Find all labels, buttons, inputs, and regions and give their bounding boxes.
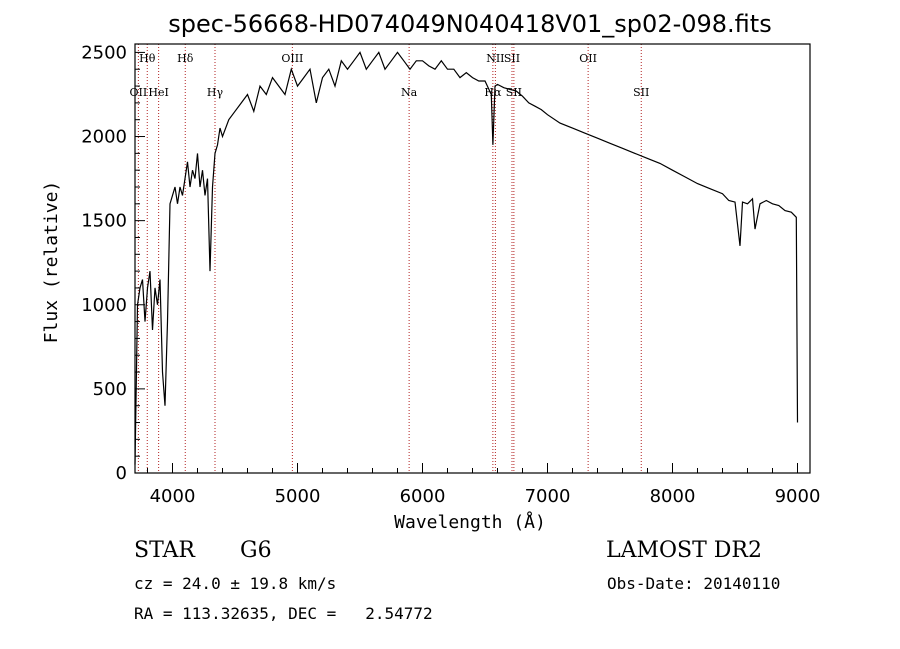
spectral-line-label: SII [633, 86, 649, 99]
y-tick-label: 500 [93, 379, 127, 400]
y-tick-label: 1500 [81, 211, 127, 232]
x-axis-ticks: 4000 5000 6000 7000 8000 9000 [147, 463, 821, 507]
x-tick-label: 9000 [775, 486, 821, 507]
plot-frame [134, 43, 811, 474]
spectral-line-label: SII [506, 86, 522, 99]
x-tick-label: 6000 [400, 486, 446, 507]
spectral-line-label: Hδ [177, 52, 194, 65]
spectral-line-labels: OII Hθ HeI Hδ Hγ OIII Na NII Hα SII SII OII SII [130, 52, 650, 99]
spectral-line-label: Hγ [207, 86, 224, 99]
coordinates-text: RA = 113.32635, DEC = 2.54772 [134, 604, 433, 623]
redshift-text: cz = 24.0 ± 19.8 km/s [134, 574, 337, 593]
y-axis-label: Flux (relative) [41, 181, 62, 344]
spectral-line-label: HeI [148, 86, 168, 99]
observation-date: Obs-Date: 20140110 [607, 574, 781, 593]
spectral-line-label: OII [579, 52, 597, 65]
object-class: STAR [134, 538, 195, 563]
spectral-line-label: OII [130, 86, 148, 99]
spectral-line-label: Na [401, 86, 418, 99]
spectrum-series-line [134, 51, 799, 465]
spectral-line-label: Hα [484, 86, 502, 99]
y-axis-ticks: 0 500 1000 1500 2000 2500 [81, 42, 145, 484]
object-subclass: G6 [240, 538, 272, 563]
x-tick-label: 4000 [150, 486, 196, 507]
y-tick-label: 2500 [81, 42, 127, 63]
spectral-line-label: NII [486, 52, 504, 65]
spectral-line-label: Hθ [139, 52, 156, 65]
x-tick-label: 5000 [275, 486, 321, 507]
spectral-line-markers [137, 44, 642, 473]
y-tick-label: 1000 [81, 295, 127, 316]
x-axis-label: Wavelength (Å) [394, 511, 546, 533]
spectral-line-label: SII [504, 52, 520, 65]
spectral-line-label: OIII [281, 52, 303, 65]
survey-name: LAMOST DR2 [606, 538, 762, 563]
x-tick-label: 7000 [525, 486, 571, 507]
x-tick-label: 8000 [650, 486, 696, 507]
y-tick-label: 0 [116, 463, 127, 484]
y-tick-label: 2000 [81, 127, 127, 148]
chart-title: spec-56668-HD074049N040418V01_sp02-098.f… [168, 10, 771, 38]
